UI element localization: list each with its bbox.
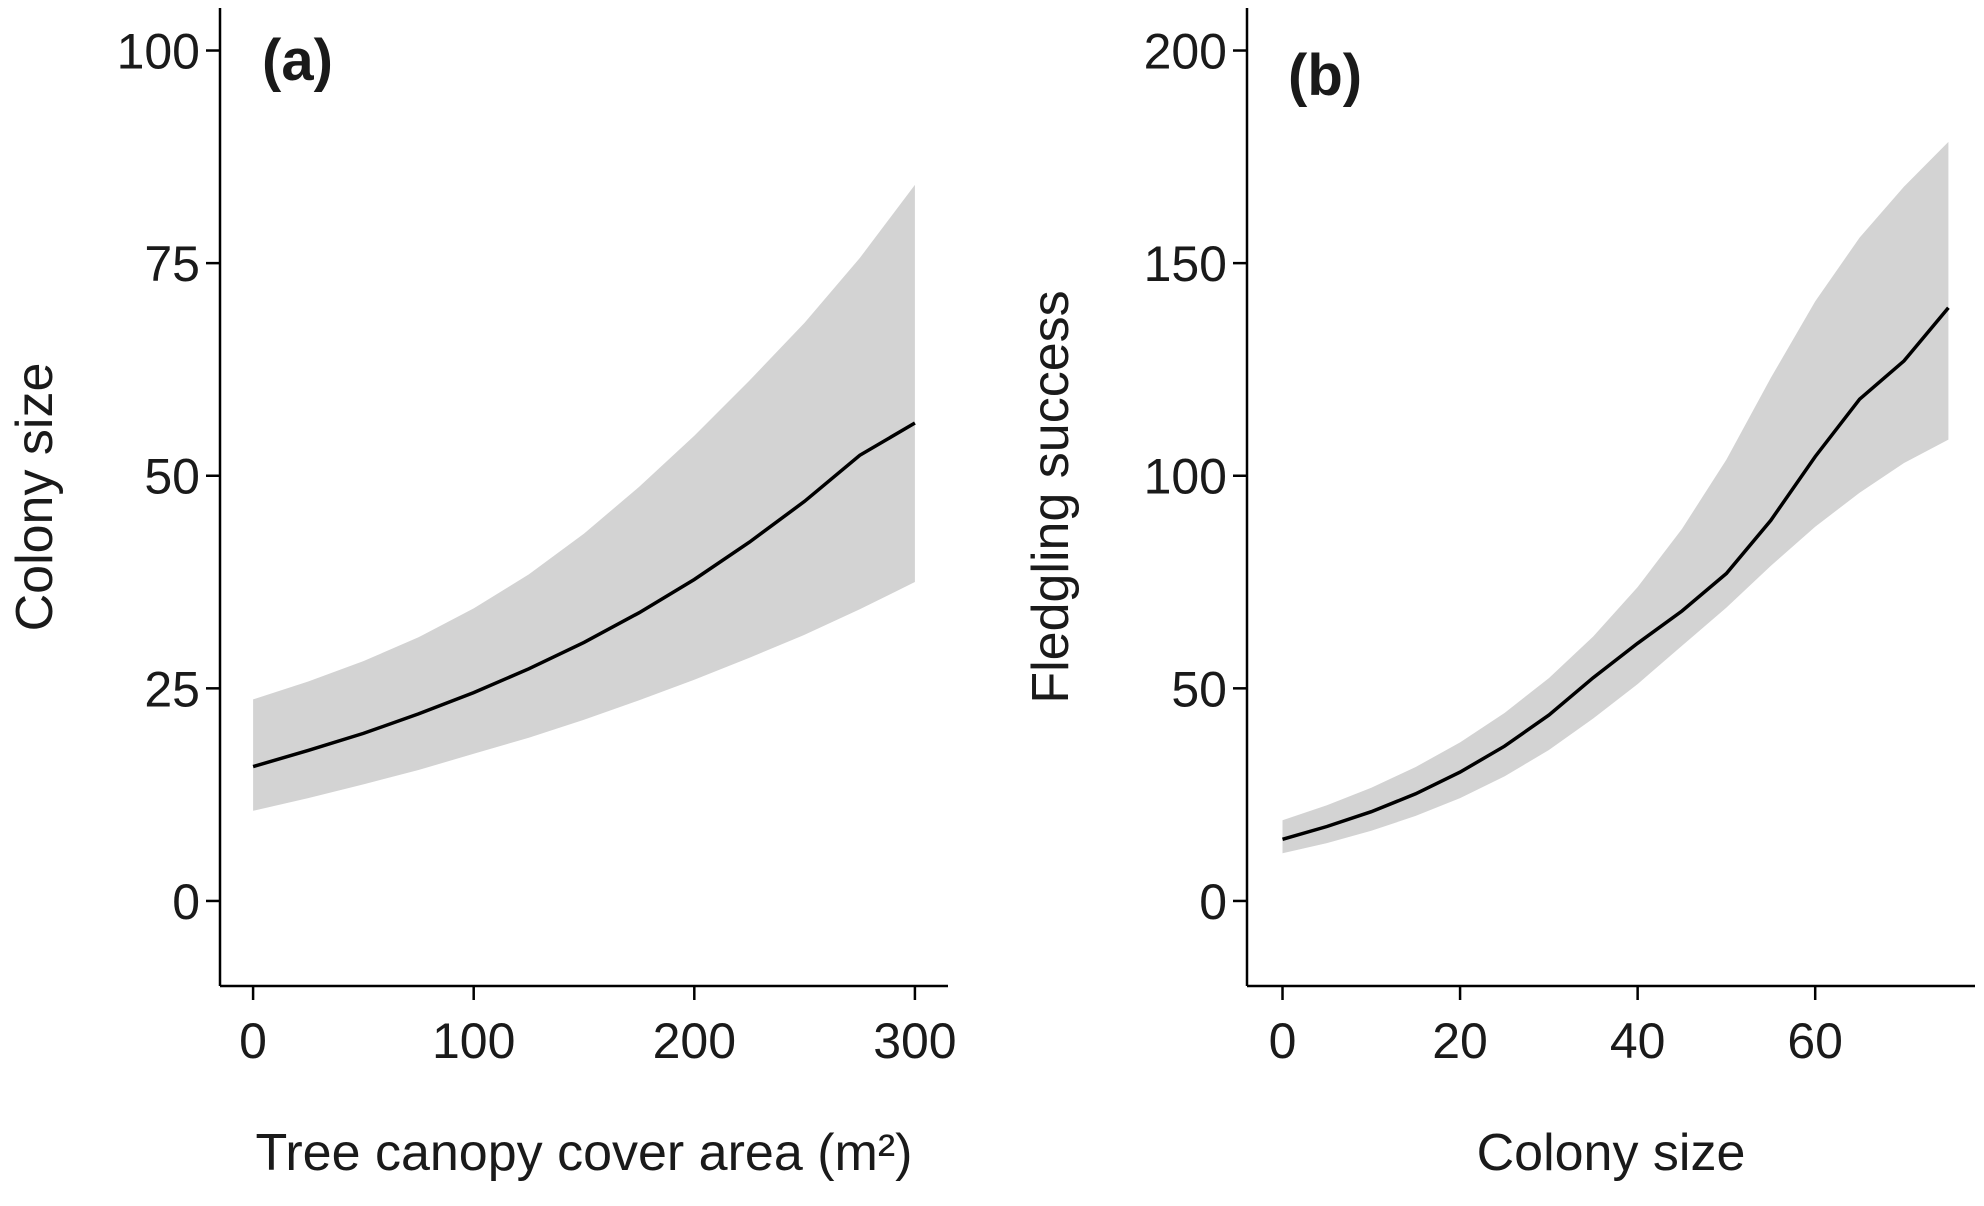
x-tick-label: 300 xyxy=(873,1013,956,1069)
y-tick-label: 0 xyxy=(1199,874,1227,930)
tick-group: 0 25 50 75 100 0 100 200 300 xyxy=(117,24,957,1069)
x-tick-label: 100 xyxy=(432,1013,515,1069)
panel-a: 0 25 50 75 100 0 100 200 300 (a) Colony size Tre… xyxy=(6,8,957,1182)
tick-group: 0 50 100 150 200 0 20 40 60 xyxy=(1144,24,1843,1069)
x-axis-title: Colony size xyxy=(1477,1124,1746,1182)
x-tick-label: 200 xyxy=(653,1013,736,1069)
y-tick-label: 50 xyxy=(1171,661,1227,717)
x-axis-title: Tree canopy cover area (m²) xyxy=(256,1124,913,1182)
ci-band xyxy=(253,184,915,811)
y-axis-title: Fledgling success xyxy=(1022,290,1080,703)
y-tick-label: 100 xyxy=(117,24,200,80)
panel-b: 0 50 100 150 200 0 20 40 60 (b) Fledgling succes… xyxy=(1022,8,1975,1182)
x-tick-label: 60 xyxy=(1787,1013,1843,1069)
y-tick-label: 0 xyxy=(172,874,200,930)
y-axis-title: Colony size xyxy=(6,363,64,632)
ci-band xyxy=(1282,141,1949,854)
y-tick-label: 150 xyxy=(1144,236,1227,292)
x-tick-label: 0 xyxy=(1269,1013,1297,1069)
x-tick-label: 0 xyxy=(239,1013,267,1069)
panel-label: (b) xyxy=(1288,43,1362,108)
fit-line xyxy=(1282,306,1950,841)
x-tick-label: 20 xyxy=(1432,1013,1488,1069)
y-tick-label: 100 xyxy=(1144,449,1227,505)
y-tick-label: 50 xyxy=(144,449,200,505)
panel-label: (a) xyxy=(262,28,333,93)
fit-line xyxy=(252,421,916,769)
y-tick-label: 75 xyxy=(144,236,200,292)
x-tick-label: 40 xyxy=(1610,1013,1666,1069)
y-tick-label: 200 xyxy=(1144,24,1227,80)
y-tick-label: 25 xyxy=(144,661,200,717)
